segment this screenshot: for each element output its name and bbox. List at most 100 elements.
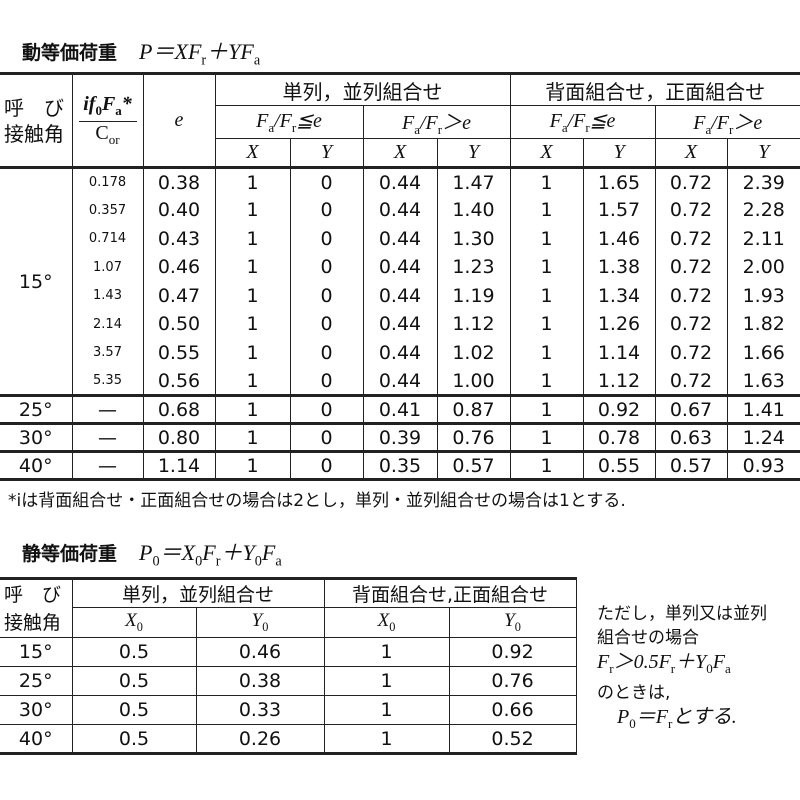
value-cell: 0.78 (582, 422, 656, 452)
value-cell: 1 (509, 394, 584, 424)
value-cell: 1.66 (726, 338, 800, 367)
value-cell: 0.44 (362, 166, 438, 196)
ratio-cell: — (71, 422, 144, 452)
value-cell: 1.93 (726, 281, 800, 310)
value-cell: 1.38 (582, 253, 656, 282)
e-cell: 1.14 (142, 450, 216, 480)
contact-angle-cell: 25° (0, 666, 73, 696)
value-cell: 1 (509, 450, 584, 480)
value-cell: 0 (289, 281, 364, 310)
table-row: 15° 0.178 0.38 1 0 0.44 1.47 1 1.65 0.72 2.39 (0, 166, 800, 396)
ratio-cell: 5.35 (72, 367, 144, 396)
header-contact-angle: 呼 び接触角 (0, 578, 73, 638)
header-e: e (142, 73, 216, 168)
ratio-cell: 1.07 (72, 253, 144, 282)
e-cell: 0.43 (142, 224, 216, 253)
value-cell: 1 (509, 367, 584, 396)
value-cell: 1 (323, 666, 450, 696)
value-cell: 0.46 (195, 637, 325, 667)
value-cell: 0.72 (654, 166, 728, 196)
value-cell: 0.26 (195, 724, 325, 754)
value-cell: 1.12 (582, 367, 656, 396)
value-cell: 1 (509, 196, 584, 225)
table-row: 40° —1.14 1 0 0.35 0.57 1 0.55 0.57 0.93 (0, 450, 800, 480)
value-cell: 0.92 (582, 394, 656, 424)
value-cell: 0.5 (71, 666, 197, 696)
header-cond-le: Fa/Fr≦e (215, 105, 364, 139)
table-row: 1.43 0.47 1 0 0.44 1.19 1 1.34 0.72 1.93 (0, 281, 800, 310)
value-cell: 2.28 (726, 196, 800, 225)
value-cell: 0.5 (71, 637, 197, 667)
value-cell: 1.82 (726, 310, 800, 339)
static-title: 静等価荷重 (22, 543, 118, 565)
table-row: 15° 0.5 0.46 1 0.92 (0, 637, 577, 667)
value-cell: 0.76 (448, 666, 577, 696)
value-cell: 1.14 (582, 338, 656, 367)
static-formula: P0＝X0Fr＋Y0Fa (139, 540, 282, 570)
note-formula: P0＝Frとする. (617, 706, 737, 731)
value-cell: 1.65 (582, 166, 656, 196)
e-cell: 0.40 (142, 196, 216, 225)
value-cell: 0.33 (195, 695, 325, 725)
value-cell: 1 (214, 253, 291, 282)
value-cell: 0.72 (654, 367, 728, 396)
value-cell: 1 (214, 338, 291, 367)
e-cell: 0.38 (142, 166, 216, 196)
value-cell: 0 (289, 166, 364, 196)
header-cond-le: Fa/Fr≦e (509, 105, 656, 139)
value-cell: 0.72 (654, 310, 728, 339)
value-cell: 0.39 (362, 422, 438, 452)
value-cell: 1 (214, 281, 291, 310)
ratio-cell: 2.14 (72, 310, 144, 339)
value-cell: 0.92 (448, 637, 577, 667)
value-cell: 0.44 (362, 367, 438, 396)
e-cell: 0.55 (142, 338, 216, 367)
value-cell: 0.72 (654, 338, 728, 367)
note-line: ただし，単列又は並列 (597, 604, 767, 624)
header-single-parallel: 単列，並列組合せ (71, 578, 325, 608)
contact-angle-cell: 30° (0, 695, 73, 725)
value-cell: 2.39 (726, 166, 800, 196)
ratio-cell: 0.357 (72, 196, 144, 225)
dynamic-formula: P＝XFr＋YFa (139, 39, 261, 69)
table-row: 40° 0.5 0.26 1 0.52 (0, 724, 577, 754)
header-ratio: if0Fa* Cor (71, 73, 144, 168)
value-cell: 1 (509, 281, 584, 310)
value-cell: 0.66 (448, 695, 577, 725)
contact-angle-cell: 15° (0, 166, 73, 396)
header-x: X (654, 138, 728, 168)
value-cell: 0 (289, 310, 364, 339)
table-row: 0.357 0.40 1 0 0.44 1.40 1 1.57 0.72 2.28 (0, 196, 800, 225)
value-cell: 0.44 (362, 224, 438, 253)
value-cell: 2.00 (726, 253, 800, 282)
ratio-cell: — (71, 394, 144, 424)
value-cell: 1.00 (436, 367, 511, 396)
value-cell: 1 (214, 422, 291, 452)
value-cell: 0.72 (654, 196, 728, 225)
value-cell: 0.72 (654, 224, 728, 253)
contact-angle-cell: 40° (0, 724, 73, 754)
value-cell: 0.93 (726, 450, 800, 480)
value-cell: 0.72 (654, 253, 728, 282)
value-cell: 0.44 (362, 281, 438, 310)
value-cell: 0.44 (362, 253, 438, 282)
table-row: 25° —0.68 1 0 0.41 0.87 1 0.92 0.67 1.41 (0, 394, 800, 424)
value-cell: 1.40 (436, 196, 511, 225)
value-cell: 1 (214, 224, 291, 253)
value-cell: 1 (214, 367, 291, 396)
dynamic-load-heading: 動等価荷重 P＝XFr＋YFa (22, 34, 260, 69)
header-y0: Y0 (195, 607, 325, 638)
header-x0: X0 (72, 607, 197, 638)
value-cell: 1 (509, 338, 584, 367)
value-cell: 0 (289, 253, 364, 282)
note-line: 組合せの場合 (597, 628, 699, 648)
header-y: Y (582, 138, 656, 168)
value-cell: 1.19 (436, 281, 511, 310)
value-cell: 1 (323, 695, 450, 725)
e-cell: 0.56 (142, 367, 216, 396)
ratio-cell: 1.43 (72, 281, 144, 310)
e-cell: 0.50 (142, 310, 216, 339)
value-cell: 0.72 (654, 281, 728, 310)
header-x: X (509, 138, 584, 168)
value-cell: 0.63 (654, 422, 728, 452)
